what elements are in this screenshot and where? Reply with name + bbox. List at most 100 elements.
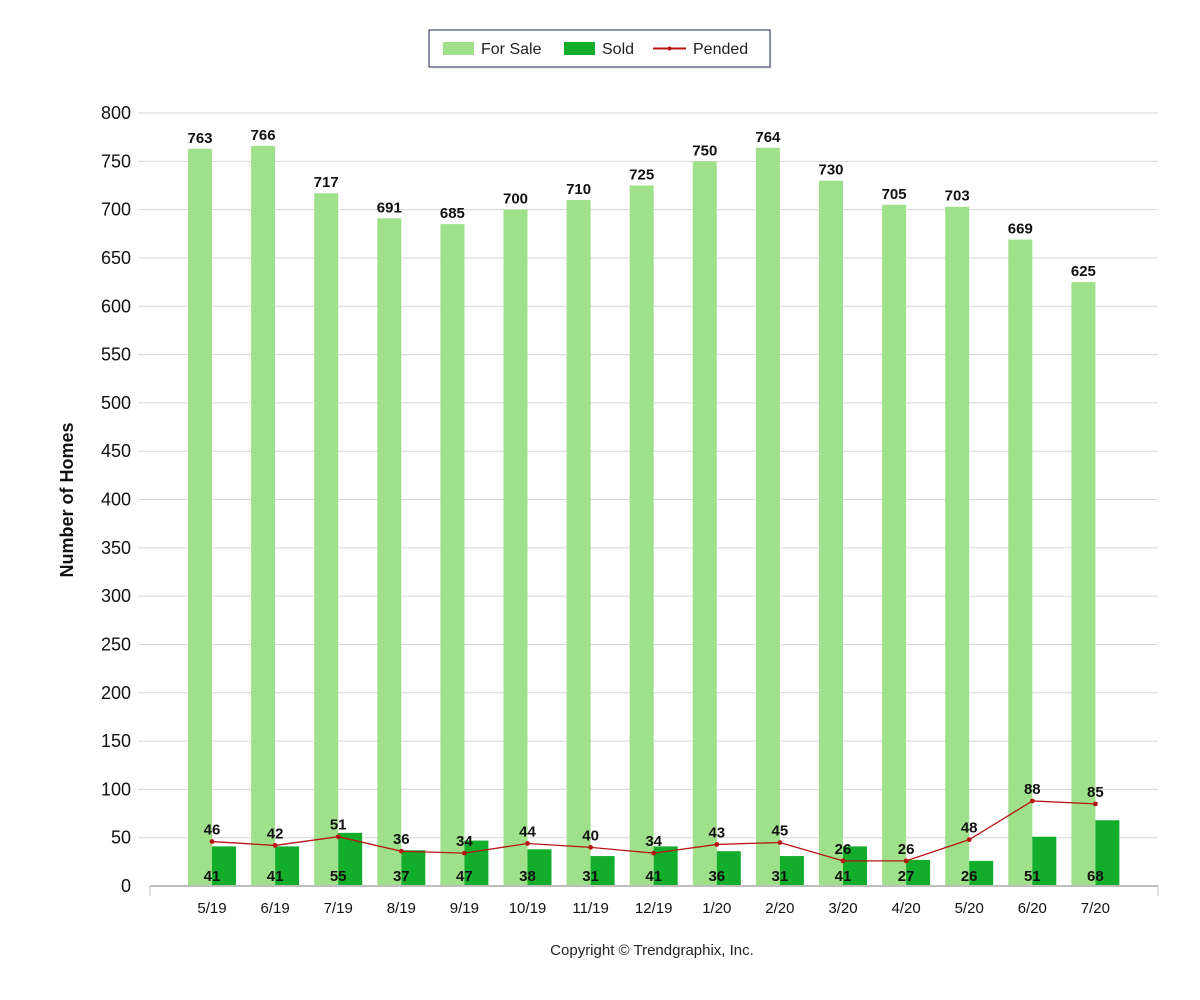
x-tick-label: 2/20 — [765, 900, 794, 917]
label-for-sale: 764 — [755, 129, 781, 146]
bar-for-sale — [629, 185, 654, 886]
x-tick-label: 8/19 — [387, 900, 416, 917]
data-labels: 763 41 766 41 717 55 691 37 685 47 700 38 710 31 725 41… — [187, 127, 1103, 885]
label-for-sale: 700 — [503, 191, 528, 208]
label-sold: 36 — [708, 868, 725, 885]
bar-sold — [716, 851, 741, 886]
x-tick-label: 6/20 — [1018, 900, 1047, 917]
y-axis: 0 50 100 150 200 250 300 350 400 450 500 550 600 650 7… — [101, 103, 131, 896]
y-tick-label: 400 — [101, 490, 131, 510]
y-tick-label: 450 — [101, 441, 131, 461]
y-tick-label: 50 — [111, 828, 131, 848]
pended-point — [1093, 801, 1098, 807]
pended-point — [272, 843, 278, 848]
bar-sold — [1095, 820, 1120, 886]
label-for-sale: 705 — [882, 186, 907, 203]
label-pended: 43 — [708, 824, 725, 841]
bar-for-sale — [755, 147, 780, 886]
bar-sold — [212, 846, 236, 886]
x-tick-label: 6/19 — [260, 900, 289, 917]
label-sold: 26 — [961, 868, 978, 885]
legend-marker-pended — [667, 46, 672, 51]
label-pended: 42 — [267, 825, 284, 842]
y-tick-label: 250 — [101, 634, 131, 654]
legend-swatch-sold — [564, 42, 595, 55]
pended-point — [525, 841, 530, 846]
label-sold: 37 — [393, 868, 410, 885]
legend: For Sale Sold Pended — [428, 29, 772, 69]
pended-point — [777, 840, 783, 845]
label-sold: 68 — [1087, 868, 1104, 885]
x-tick-label: 3/20 — [828, 900, 857, 917]
y-axis-label: Number of Homes — [57, 422, 77, 577]
y-tick-label: 100 — [101, 779, 131, 799]
label-pended: 48 — [961, 820, 978, 837]
pended-point — [714, 842, 720, 847]
y-tick-label: 550 — [101, 345, 131, 365]
bar-for-sale — [945, 206, 970, 886]
bar-sold — [401, 850, 426, 886]
label-sold: 38 — [519, 868, 536, 885]
bar-sold — [969, 860, 994, 886]
x-tick-label: 7/19 — [324, 900, 353, 917]
bar-sold — [464, 840, 489, 886]
label-pended: 46 — [204, 822, 221, 839]
label-sold: 31 — [582, 868, 599, 885]
pended-point — [588, 844, 593, 850]
label-for-sale: 717 — [314, 174, 339, 191]
legend-swatch-for-sale — [443, 42, 474, 55]
x-tick-label: 9/19 — [450, 900, 479, 917]
y-tick-label: 150 — [101, 731, 131, 751]
label-pended: 36 — [393, 831, 410, 848]
bar-for-sale — [882, 204, 907, 886]
pended-point — [840, 858, 846, 864]
label-sold: 41 — [267, 868, 284, 885]
bar-sold — [590, 856, 615, 886]
bars — [188, 145, 1120, 887]
label-sold: 47 — [456, 868, 473, 885]
label-sold: 27 — [898, 868, 915, 885]
bar-sold — [275, 846, 300, 886]
bar-for-sale — [692, 161, 717, 886]
label-sold: 31 — [772, 868, 789, 885]
y-tick-label: 350 — [101, 538, 131, 558]
label-pended: 34 — [645, 833, 662, 850]
x-tick-label: 5/20 — [955, 900, 984, 917]
x-tick-label: 7/20 — [1081, 900, 1110, 917]
label-pended: 34 — [456, 833, 473, 850]
label-for-sale: 750 — [692, 142, 717, 159]
bar-for-sale — [1071, 282, 1096, 886]
label-for-sale: 703 — [945, 188, 970, 205]
bar-for-sale — [566, 199, 591, 886]
y-tick-label: 200 — [101, 683, 131, 703]
bar-for-sale — [377, 218, 402, 887]
bar-sold — [779, 856, 804, 886]
y-tick-label: 600 — [101, 296, 131, 316]
y-tick-label: 500 — [101, 393, 131, 413]
x-tick-label: 11/19 — [572, 900, 608, 917]
bar-for-sale — [440, 224, 465, 886]
pended-point — [209, 839, 215, 844]
label-pended: 51 — [330, 817, 347, 834]
bar-for-sale — [503, 209, 528, 886]
label-pended: 45 — [772, 823, 789, 840]
y-tick-label: 0 — [121, 876, 131, 896]
label-sold: 51 — [1024, 868, 1041, 885]
label-for-sale: 766 — [251, 127, 276, 144]
bar-for-sale — [1008, 239, 1033, 887]
pended-point — [335, 834, 341, 840]
y-tick-label: 800 — [101, 103, 131, 123]
legend-label-pended: Pended — [693, 41, 748, 58]
copyright-text: Copyright © Trendgraphix, Inc. — [550, 942, 754, 959]
label-pended: 44 — [519, 823, 536, 840]
pended-point — [966, 837, 972, 843]
label-sold: 41 — [835, 868, 852, 885]
x-tick-label: 5/19 — [197, 900, 226, 917]
label-for-sale: 710 — [566, 181, 591, 198]
y-tick-label: 650 — [101, 248, 131, 268]
legend-label-for-sale: For Sale — [481, 41, 542, 58]
bar-sold — [1032, 836, 1057, 886]
label-for-sale: 685 — [440, 205, 465, 222]
bar-sold — [906, 859, 931, 886]
